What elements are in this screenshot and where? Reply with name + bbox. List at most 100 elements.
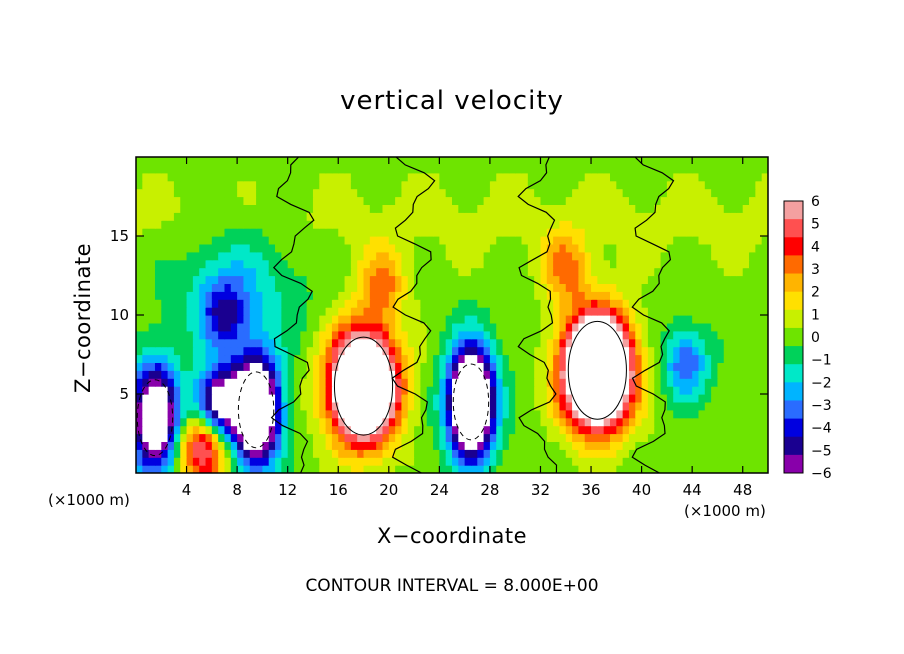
- heat-cell: [452, 417, 459, 427]
- heat-cell: [357, 267, 365, 277]
- heat-cell: [167, 378, 175, 387]
- heat-cell: [249, 236, 257, 245]
- heat-cell: [717, 196, 725, 205]
- heat-cell: [407, 315, 415, 324]
- heat-cell: [635, 449, 643, 458]
- heat-cell: [673, 409, 681, 419]
- heat-cell: [414, 243, 421, 253]
- heat-cell: [483, 362, 491, 371]
- heat-cell: [369, 251, 377, 261]
- heat-cell: [698, 251, 706, 261]
- heat-cell: [192, 299, 200, 308]
- heat-cell: [331, 425, 339, 435]
- heat-cell: [622, 346, 630, 356]
- heat-cell: [199, 204, 207, 213]
- heat-cell: [647, 322, 655, 332]
- heat-cell: [470, 196, 478, 205]
- heat-cell: [597, 322, 605, 332]
- heat-cell: [610, 346, 617, 356]
- heat-cell: [287, 172, 295, 182]
- heat-cell: [496, 401, 504, 411]
- heat-cell: [167, 172, 175, 182]
- heat-cell: [666, 433, 674, 442]
- heat-cell: [275, 409, 282, 419]
- heat-cell: [445, 212, 453, 221]
- heat-cell: [597, 172, 605, 182]
- heat-cell: [338, 299, 346, 308]
- heat-cell: [704, 378, 712, 387]
- heat-cell: [173, 212, 181, 221]
- heat-cell: [173, 401, 181, 411]
- heat-cell: [742, 243, 750, 253]
- heat-cell: [199, 417, 207, 427]
- heat-cell: [319, 283, 327, 292]
- heat-cell: [350, 330, 358, 340]
- heat-cell: [584, 180, 592, 190]
- heat-cell: [540, 275, 548, 284]
- heat-cell: [249, 409, 257, 419]
- heat-cell: [407, 401, 415, 411]
- heat-cell: [401, 307, 409, 316]
- heat-cell: [679, 220, 687, 229]
- heat-cell: [439, 449, 447, 458]
- heat-cell: [483, 338, 491, 348]
- heat-cell: [256, 307, 263, 316]
- heat-cell: [186, 228, 194, 237]
- heat-cell: [641, 322, 649, 332]
- heat-cell: [357, 259, 365, 269]
- heat-cell: [154, 251, 162, 261]
- heat-cell: [597, 196, 605, 205]
- colorbar-segment: [784, 327, 803, 347]
- heat-cell: [287, 236, 295, 245]
- heat-cell: [369, 228, 377, 237]
- heat-cell: [287, 394, 295, 403]
- heat-cell: [616, 196, 624, 205]
- heat-cell: [654, 354, 662, 363]
- heat-cell: [344, 212, 352, 221]
- heat-cell: [249, 307, 257, 316]
- heat-cell: [395, 433, 403, 442]
- heat-cell: [673, 465, 681, 473]
- heat-cell: [736, 354, 744, 363]
- heat-cell: [679, 196, 687, 205]
- heat-cell: [224, 172, 232, 182]
- heat-cell: [464, 299, 472, 308]
- heat-cell: [660, 346, 668, 356]
- heat-cell: [508, 433, 516, 442]
- heat-cell: [136, 164, 143, 174]
- heat-cell: [218, 220, 226, 229]
- heat-cell: [749, 180, 756, 190]
- heat-cell: [711, 322, 719, 332]
- heat-cell: [685, 370, 693, 379]
- heat-cell: [477, 267, 485, 277]
- heat-cell: [704, 417, 712, 427]
- heat-cell: [275, 330, 282, 340]
- heat-cell: [717, 338, 725, 348]
- heat-cell: [294, 465, 301, 473]
- heat-cell: [679, 449, 687, 458]
- heat-cell: [616, 228, 624, 237]
- heat-cell: [256, 291, 263, 300]
- heat-cell: [192, 283, 200, 292]
- heat-cell: [180, 370, 188, 379]
- heat-cell: [401, 354, 409, 363]
- heat-cell: [660, 283, 668, 292]
- heat-cell: [414, 236, 421, 245]
- heat-cell: [685, 172, 693, 182]
- heat-cell: [647, 259, 655, 269]
- heat-cell: [647, 449, 655, 458]
- heat-cell: [420, 433, 428, 442]
- heat-cell: [502, 433, 510, 442]
- heat-cell: [420, 457, 428, 466]
- heat-cell: [553, 307, 561, 316]
- heat-cell: [445, 299, 453, 308]
- heat-cell: [395, 164, 403, 174]
- heat-cell: [610, 251, 617, 261]
- heat-cell: [673, 386, 681, 395]
- heat-cell: [527, 386, 535, 395]
- heat-cell: [407, 243, 415, 253]
- heat-cell: [275, 417, 282, 427]
- heat-cell: [154, 338, 162, 348]
- heat-cell: [414, 417, 421, 427]
- heat-cell: [395, 275, 403, 284]
